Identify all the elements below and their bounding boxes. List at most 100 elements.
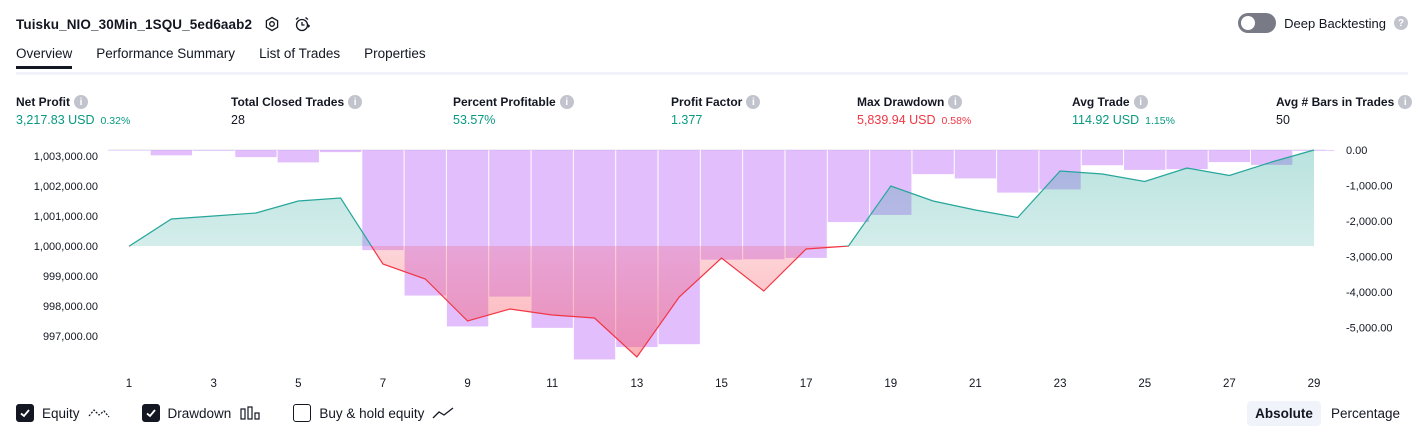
x-axis-tick: 17 xyxy=(800,378,813,390)
x-axis-tick: 11 xyxy=(546,378,558,390)
equity-drawdown-chart: 1,003,000.00 1,002,000.00 1,001,000.00 1,00… xyxy=(34,145,1393,390)
tab-properties[interactable]: Properties xyxy=(364,46,426,61)
drawdown-bar xyxy=(785,150,827,258)
x-axis-tick: 15 xyxy=(715,378,728,390)
x-axis-tick: 19 xyxy=(884,378,897,390)
legend-label: Equity xyxy=(42,405,80,421)
y-axis-right-tick: 0.00 xyxy=(1346,145,1367,157)
drawdown-bar xyxy=(192,150,235,151)
drawdown-bar xyxy=(235,150,277,158)
y-axis-left-tick: 1,001,000.00 xyxy=(34,211,98,223)
equity-line-icon xyxy=(88,409,109,418)
checkbox-checked-icon[interactable] xyxy=(141,404,160,422)
drawdown-bar xyxy=(319,150,362,153)
drawdown-bar xyxy=(362,150,404,251)
tab-overview[interactable]: Overview xyxy=(16,46,73,69)
metric-value: 50 xyxy=(1276,113,1290,127)
equity-line xyxy=(128,149,1315,246)
metric-label: Total Closed Trades xyxy=(231,95,345,109)
drawdown-bar xyxy=(954,150,997,179)
info-icon[interactable]: i xyxy=(348,95,363,109)
x-axis-tick: 25 xyxy=(1138,378,1151,390)
drawdown-bar xyxy=(1081,150,1124,166)
x-axis-tick: 23 xyxy=(1054,378,1067,390)
y-axis-left-tick: 998,000.00 xyxy=(43,301,98,313)
legend-label: Drawdown xyxy=(167,405,232,421)
metric-percent-profitable: Percent Profitable i 53.57% xyxy=(453,94,574,127)
metric-avg-trade: Avg Trade i 114.92 USD 1.15% xyxy=(1072,94,1175,127)
checkbox-checked-icon[interactable] xyxy=(16,404,34,422)
tab-bar: Overview Performance Summary List of Tra… xyxy=(16,46,426,69)
y-axis-left-tick: 1,000,000.00 xyxy=(34,241,98,253)
equity-loss-area xyxy=(129,246,1314,357)
x-axis-tick: 1 xyxy=(126,378,132,390)
strategy-name: Tuisku_NIO_30Min_1SQU_5ed6aab2 xyxy=(16,16,253,32)
info-icon[interactable]: i xyxy=(746,95,761,109)
deep-backtesting-label: Deep Backtesting xyxy=(1284,15,1386,31)
legend-buy-hold-equity[interactable]: Buy & hold equity xyxy=(293,404,454,422)
y-axis-right-tick: -2,000.00 xyxy=(1346,216,1392,228)
metric-value: 1.377 xyxy=(671,113,703,127)
drawdown-bar xyxy=(827,150,870,223)
legend-equity[interactable]: Equity xyxy=(16,404,110,422)
info-icon[interactable]: i xyxy=(559,95,574,109)
metric-net-profit: Net Profit i 3,217.83 USD 0.32% xyxy=(16,94,130,127)
equity-line-loss xyxy=(128,246,850,358)
alarm-clock-icon[interactable] xyxy=(292,14,312,34)
x-axis-tick: 7 xyxy=(380,378,386,390)
y-axis-left-tick: 1,002,000.00 xyxy=(34,181,98,193)
metric-avg-bars-in-trades: Avg # Bars in Trades i 50 xyxy=(1276,94,1413,127)
deep-backtesting-control: Deep Backtesting ? xyxy=(1238,13,1408,33)
info-icon[interactable]: i xyxy=(74,95,88,109)
metric-value: 53.57% xyxy=(453,113,496,127)
bar-chart-icon xyxy=(240,406,260,420)
checkbox-unchecked-icon[interactable] xyxy=(293,404,312,422)
metric-value: 3,217.83 USD xyxy=(16,113,95,127)
trend-line-icon xyxy=(432,407,454,419)
x-axis-tick: 29 xyxy=(1308,378,1321,390)
metric-label: Avg # Bars in Trades xyxy=(1276,95,1395,109)
metric-value: 5,839.94 USD xyxy=(857,113,936,127)
chart-legend: Equity Drawdown Buy & hold equity xyxy=(16,404,454,422)
metric-value: 114.92 USD xyxy=(1072,113,1140,127)
metric-value: 28 xyxy=(231,113,245,127)
settings-icon[interactable] xyxy=(262,14,282,34)
metric-percent: 1.15% xyxy=(1145,115,1175,127)
drawdown-bar xyxy=(150,150,192,156)
drawdown-bar xyxy=(1208,150,1251,163)
x-axis-tick: 9 xyxy=(464,378,470,390)
metric-profit-factor: Profit Factor i 1.377 xyxy=(671,94,761,127)
y-axis-right-tick: -5,000.00 xyxy=(1346,323,1392,335)
metric-label: Avg Trade xyxy=(1072,95,1130,109)
strategy-header: Tuisku_NIO_30Min_1SQU_5ed6aab2 xyxy=(16,13,312,35)
info-icon[interactable]: i xyxy=(1133,95,1148,109)
metric-label: Profit Factor xyxy=(671,95,743,109)
metric-total-closed-trades: Total Closed Trades i 28 xyxy=(231,94,363,127)
deep-backtesting-toggle[interactable] xyxy=(1238,13,1277,33)
equity-profit-area xyxy=(129,150,1314,246)
metric-percent: 0.32% xyxy=(100,115,131,127)
help-icon[interactable]: ? xyxy=(1394,16,1408,30)
legend-drawdown[interactable]: Drawdown xyxy=(141,404,262,422)
drawdown-bar xyxy=(277,150,319,163)
x-axis-tick: 13 xyxy=(630,378,643,390)
tabs-divider xyxy=(16,72,1408,75)
metric-max-drawdown: Max Drawdown i 5,839.94 USD 0.58% xyxy=(857,94,971,127)
x-axis-tick: 27 xyxy=(1223,378,1236,390)
drawdown-bar xyxy=(700,150,743,260)
x-axis-tick: 3 xyxy=(210,378,216,390)
x-axis-tick: 5 xyxy=(295,378,301,390)
percentage-button[interactable]: Percentage xyxy=(1330,406,1400,421)
drawdown-bar xyxy=(1124,150,1166,170)
drawdown-bar xyxy=(997,150,1039,193)
legend-label: Buy & hold equity xyxy=(319,405,425,421)
y-axis-left-tick: 999,000.00 xyxy=(43,271,98,283)
info-icon[interactable]: i xyxy=(1398,95,1413,109)
tab-performance-summary[interactable]: Performance Summary xyxy=(96,46,236,61)
absolute-button[interactable]: Absolute xyxy=(1247,401,1321,426)
info-icon[interactable]: i xyxy=(948,95,963,109)
view-mode-switch: Absolute Percentage xyxy=(1247,401,1408,426)
drawdown-bar xyxy=(1166,150,1208,170)
metric-label: Percent Profitable xyxy=(453,95,556,109)
tab-list-of-trades[interactable]: List of Trades xyxy=(259,46,341,61)
